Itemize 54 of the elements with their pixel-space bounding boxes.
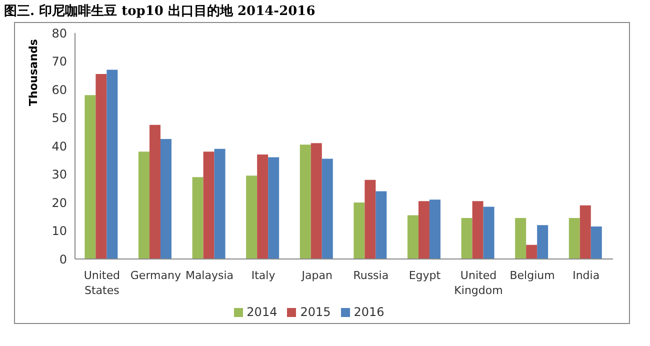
bar	[376, 191, 387, 259]
y-tick-label: 80	[52, 26, 67, 40]
bar	[364, 180, 376, 259]
bar	[461, 218, 472, 259]
y-tick-label: 30	[52, 168, 67, 182]
y-tick-label: 10	[52, 224, 67, 238]
x-tick-label: Russia	[353, 269, 389, 282]
bar	[515, 218, 526, 259]
y-tick-label: 50	[52, 111, 67, 126]
bar	[407, 215, 418, 259]
legend-label: 2014	[246, 305, 278, 319]
x-tick-label: United Kingdom	[454, 269, 503, 297]
chart-title: 图三. 印尼咖啡生豆 top10 出口目的地 2014-2016	[4, 3, 316, 20]
bar	[268, 157, 280, 259]
y-tick-label: 40	[52, 139, 67, 154]
bar	[580, 205, 591, 259]
bar	[138, 152, 150, 259]
y-axis-title: Thousands	[26, 38, 40, 106]
x-tick-label: Italy	[251, 269, 276, 282]
bar	[537, 225, 548, 259]
bar	[429, 200, 440, 259]
x-tick-label: Belgium	[510, 269, 555, 282]
bar	[322, 158, 333, 259]
bar	[106, 70, 118, 259]
bar	[590, 226, 602, 259]
bar	[300, 144, 311, 259]
x-tick-label: Germany	[130, 269, 182, 282]
bar	[257, 154, 268, 259]
y-tick-label: 60	[52, 82, 67, 97]
legend-label: 2015	[300, 305, 331, 319]
bar	[84, 95, 96, 259]
bar	[472, 201, 484, 259]
x-tick-label: Japan	[300, 269, 332, 282]
y-tick-label: 0	[59, 252, 67, 266]
y-tick-label: 20	[52, 196, 67, 210]
bar	[192, 177, 204, 259]
x-tick-label: Malaysia	[185, 269, 234, 282]
bar	[214, 148, 226, 259]
bar	[149, 124, 160, 259]
bar	[160, 138, 172, 259]
bar	[354, 202, 365, 259]
bar	[310, 143, 322, 259]
legend-label: 2016	[354, 305, 384, 319]
x-tick-label: United States	[84, 269, 120, 297]
bar	[526, 244, 538, 259]
bar	[568, 218, 580, 259]
bar	[483, 206, 494, 259]
y-tick-label: 70	[52, 54, 67, 69]
bar	[246, 176, 258, 259]
x-tick-label: Egypt	[408, 269, 442, 282]
x-tick-label: India	[572, 269, 600, 282]
bar	[203, 152, 214, 259]
bar	[96, 74, 107, 259]
bar	[418, 201, 430, 259]
